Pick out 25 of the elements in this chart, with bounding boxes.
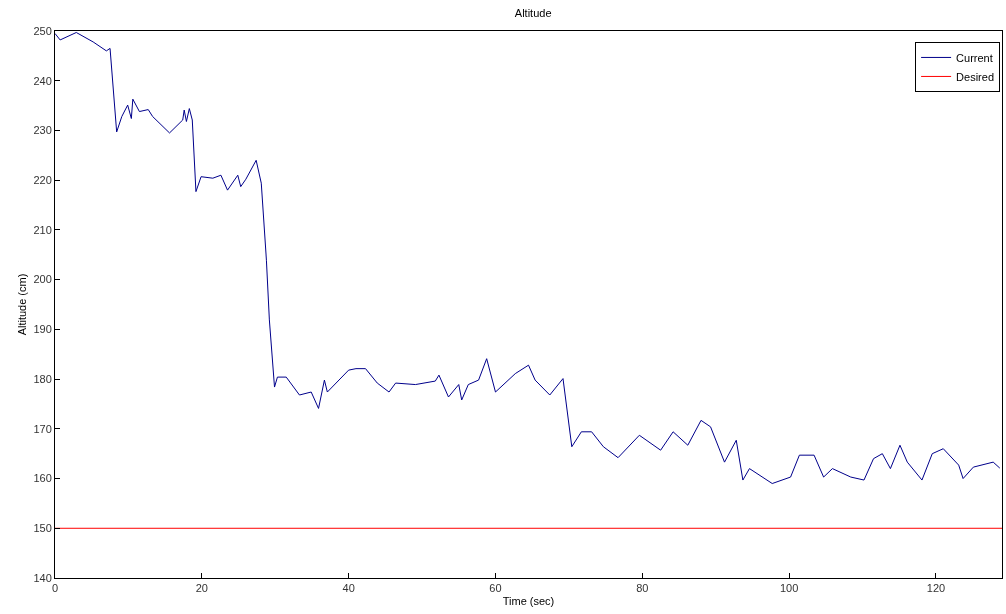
y-tick-label: 160 (33, 472, 52, 485)
y-tick-label: 250 (33, 24, 52, 37)
y-tick-label: 220 (33, 174, 52, 187)
x-tick-label: 0 (51, 582, 59, 595)
y-tick-label: 190 (33, 323, 52, 336)
y-tick-label: 210 (33, 223, 52, 236)
y-tick-label: 180 (33, 372, 52, 385)
y-tick-label: 240 (33, 74, 52, 87)
x-tick-label: 20 (195, 582, 208, 595)
y-tick-label: 150 (33, 522, 52, 535)
y-tick-label: 230 (33, 124, 52, 137)
legend-label: Desired (956, 70, 995, 83)
legend-label: Current (956, 51, 993, 64)
y-tick-label: 200 (33, 273, 52, 286)
chart-title: Altitude (514, 6, 552, 19)
x-axis-title: Time (sec) (502, 595, 555, 608)
line-series (55, 31, 1001, 485)
x-tick-label: 120 (926, 582, 946, 595)
y-axis-title: Altitude (cm) (16, 273, 29, 336)
x-tick-label: 80 (636, 582, 649, 595)
y-tick-label: 140 (33, 571, 52, 584)
x-tick-label: 100 (779, 582, 799, 595)
x-tick-label: 40 (342, 582, 355, 595)
x-tick-label: 60 (489, 582, 502, 595)
y-tick-label: 170 (33, 422, 52, 435)
